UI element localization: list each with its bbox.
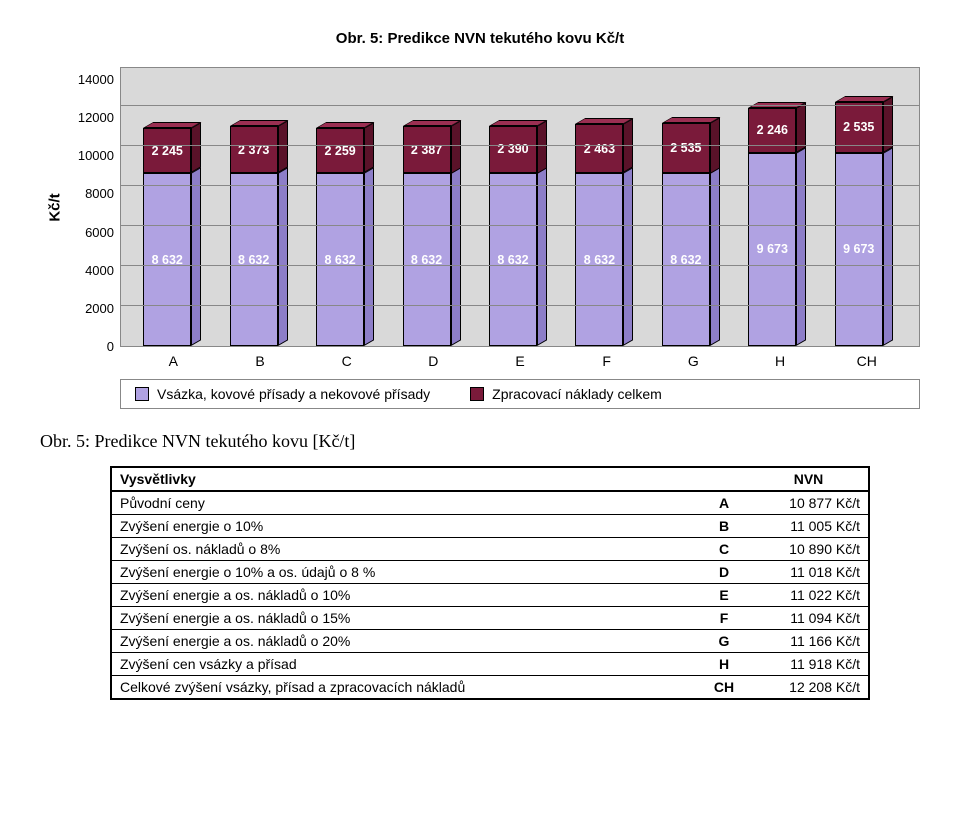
chart-area: Kč/t 14000120001000080006000400020000 8 … xyxy=(40,67,920,347)
table-cell-desc: Zvýšení energie a os. nákladů o 15% xyxy=(111,607,699,630)
table-cell-desc: Celkové zvýšení vsázky, přísad a zpracov… xyxy=(111,676,699,700)
table-row: Zvýšení energie a os. nákladů o 20%G11 1… xyxy=(111,630,869,653)
table-cell-value: 11 094 Kč/t xyxy=(749,607,869,630)
x-tick-A: A xyxy=(130,353,217,369)
y-tick: 0 xyxy=(70,340,114,353)
bar-top-label: 2 246 xyxy=(749,123,795,137)
bar-A: 8 6322 245 xyxy=(143,128,205,346)
bar-top-label: 2 535 xyxy=(663,141,709,155)
x-tick-F: F xyxy=(563,353,650,369)
gridline xyxy=(121,145,919,146)
table-row: Zvýšení energie a os. nákladů o 15%F11 0… xyxy=(111,607,869,630)
bar-top-label: 2 535 xyxy=(836,120,882,134)
table-cell-desc: Zvýšení energie a os. nákladů o 20% xyxy=(111,630,699,653)
chart-title: Obr. 5: Predikce NVN tekutého kovu Kč/t xyxy=(40,30,920,47)
table-header-row: Vysvětlivky NVN xyxy=(111,467,869,491)
table-cell-value: 11 918 Kč/t xyxy=(749,653,869,676)
legend-swatch-zpracovaci xyxy=(470,387,484,401)
table-header-nvn: NVN xyxy=(749,467,869,491)
table-cell-desc: Původní ceny xyxy=(111,491,699,515)
table-cell-code: G xyxy=(699,630,749,653)
table-cell-desc: Zvýšení energie o 10% a os. údajů o 8 % xyxy=(111,561,699,584)
legend-label-zpracovaci: Zpracovací náklady celkem xyxy=(492,386,662,402)
bar-C: 8 6322 259 xyxy=(316,128,378,346)
table-header-vysvetlivky: Vysvětlivky xyxy=(111,467,699,491)
table-cell-value: 11 022 Kč/t xyxy=(749,584,869,607)
x-tick-G: G xyxy=(650,353,737,369)
table-row: Zvýšení energie a os. nákladů o 10%E11 0… xyxy=(111,584,869,607)
figure-caption: Obr. 5: Predikce NVN tekutého kovu [Kč/t… xyxy=(40,431,920,452)
bar-top-label: 2 245 xyxy=(144,144,190,158)
table-cell-code: CH xyxy=(699,676,749,700)
legend-table: Vysvětlivky NVN Původní cenyA10 877 Kč/t… xyxy=(110,466,870,700)
bar-B: 8 6322 373 xyxy=(230,126,292,346)
x-tick-H: H xyxy=(737,353,824,369)
table-cell-code: C xyxy=(699,538,749,561)
y-axis-label: Kč/t xyxy=(47,193,64,221)
bar-G: 8 6322 535 xyxy=(662,123,724,346)
table-cell-code: F xyxy=(699,607,749,630)
legend-item-zpracovaci: Zpracovací náklady celkem xyxy=(470,386,662,402)
y-tick: 10000 xyxy=(70,149,114,162)
y-tick: 2000 xyxy=(70,302,114,315)
gridline xyxy=(121,265,919,266)
bar-D: 8 6322 387 xyxy=(403,126,465,346)
table-cell-value: 10 890 Kč/t xyxy=(749,538,869,561)
x-tick-D: D xyxy=(390,353,477,369)
table-cell-value: 11 005 Kč/t xyxy=(749,515,869,538)
legend-item-vsazka: Vsázka, kovové přísady a nekovové přísad… xyxy=(135,386,430,402)
table-cell-code: E xyxy=(699,584,749,607)
y-axis-label-container: Kč/t xyxy=(40,67,70,347)
x-tick-E: E xyxy=(477,353,564,369)
legend: Vsázka, kovové přísady a nekovové přísad… xyxy=(120,379,920,409)
table-row: Původní cenyA10 877 Kč/t xyxy=(111,491,869,515)
bar-CH: 9 673 2 535 xyxy=(835,102,897,346)
gridline xyxy=(121,105,919,106)
x-axis: ABCDEFGHCH xyxy=(120,353,920,369)
bar-H: 9 673 2 246 xyxy=(748,108,810,346)
bar-bottom-label: 9 673 xyxy=(836,242,882,256)
y-tick: 8000 xyxy=(70,187,114,200)
y-tick: 14000 xyxy=(70,73,114,86)
table-cell-code: H xyxy=(699,653,749,676)
x-tick-C: C xyxy=(303,353,390,369)
y-axis: 14000120001000080006000400020000 xyxy=(70,67,120,347)
table-cell-code: A xyxy=(699,491,749,515)
plot-area: 8 6322 245 8 6322 373 8 6322 259 8 6322 387… xyxy=(120,67,920,347)
legend-swatch-vsazka xyxy=(135,387,149,401)
table-row: Zvýšení energie o 10% a os. údajů o 8 %D… xyxy=(111,561,869,584)
table-row: Zvýšení energie o 10%B11 005 Kč/t xyxy=(111,515,869,538)
table-row: Zvýšení os. nákladů o 8%C10 890 Kč/t xyxy=(111,538,869,561)
table-cell-code: B xyxy=(699,515,749,538)
gridline xyxy=(121,305,919,306)
table-cell-value: 11 166 Kč/t xyxy=(749,630,869,653)
y-tick: 12000 xyxy=(70,111,114,124)
bar-bottom-label: 9 673 xyxy=(749,242,795,256)
table-cell-value: 12 208 Kč/t xyxy=(749,676,869,700)
table-cell-desc: Zvýšení energie o 10% xyxy=(111,515,699,538)
table-cell-desc: Zvýšení energie a os. nákladů o 10% xyxy=(111,584,699,607)
legend-label-vsazka: Vsázka, kovové přísady a nekovové přísad… xyxy=(157,386,430,402)
x-tick-CH: CH xyxy=(823,353,910,369)
gridline xyxy=(121,185,919,186)
table-header-blank xyxy=(699,467,749,491)
table-row: Celkové zvýšení vsázky, přísad a zpracov… xyxy=(111,676,869,700)
bar-E: 8 6322 390 xyxy=(489,126,551,346)
gridline xyxy=(121,225,919,226)
table-cell-value: 10 877 Kč/t xyxy=(749,491,869,515)
y-tick: 6000 xyxy=(70,226,114,239)
table-row: Zvýšení cen vsázky a přísadH11 918 Kč/t xyxy=(111,653,869,676)
table-cell-code: D xyxy=(699,561,749,584)
x-tick-B: B xyxy=(217,353,304,369)
table-cell-desc: Zvýšení cen vsázky a přísad xyxy=(111,653,699,676)
table-cell-desc: Zvýšení os. nákladů o 8% xyxy=(111,538,699,561)
y-tick: 4000 xyxy=(70,264,114,277)
bar-F: 8 6322 463 xyxy=(575,124,637,346)
table-cell-value: 11 018 Kč/t xyxy=(749,561,869,584)
bar-top-label: 2 463 xyxy=(576,142,622,156)
